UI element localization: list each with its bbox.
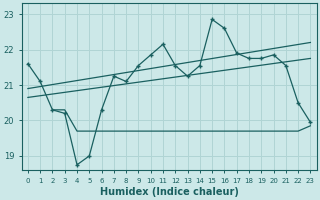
X-axis label: Humidex (Indice chaleur): Humidex (Indice chaleur) bbox=[100, 187, 239, 197]
